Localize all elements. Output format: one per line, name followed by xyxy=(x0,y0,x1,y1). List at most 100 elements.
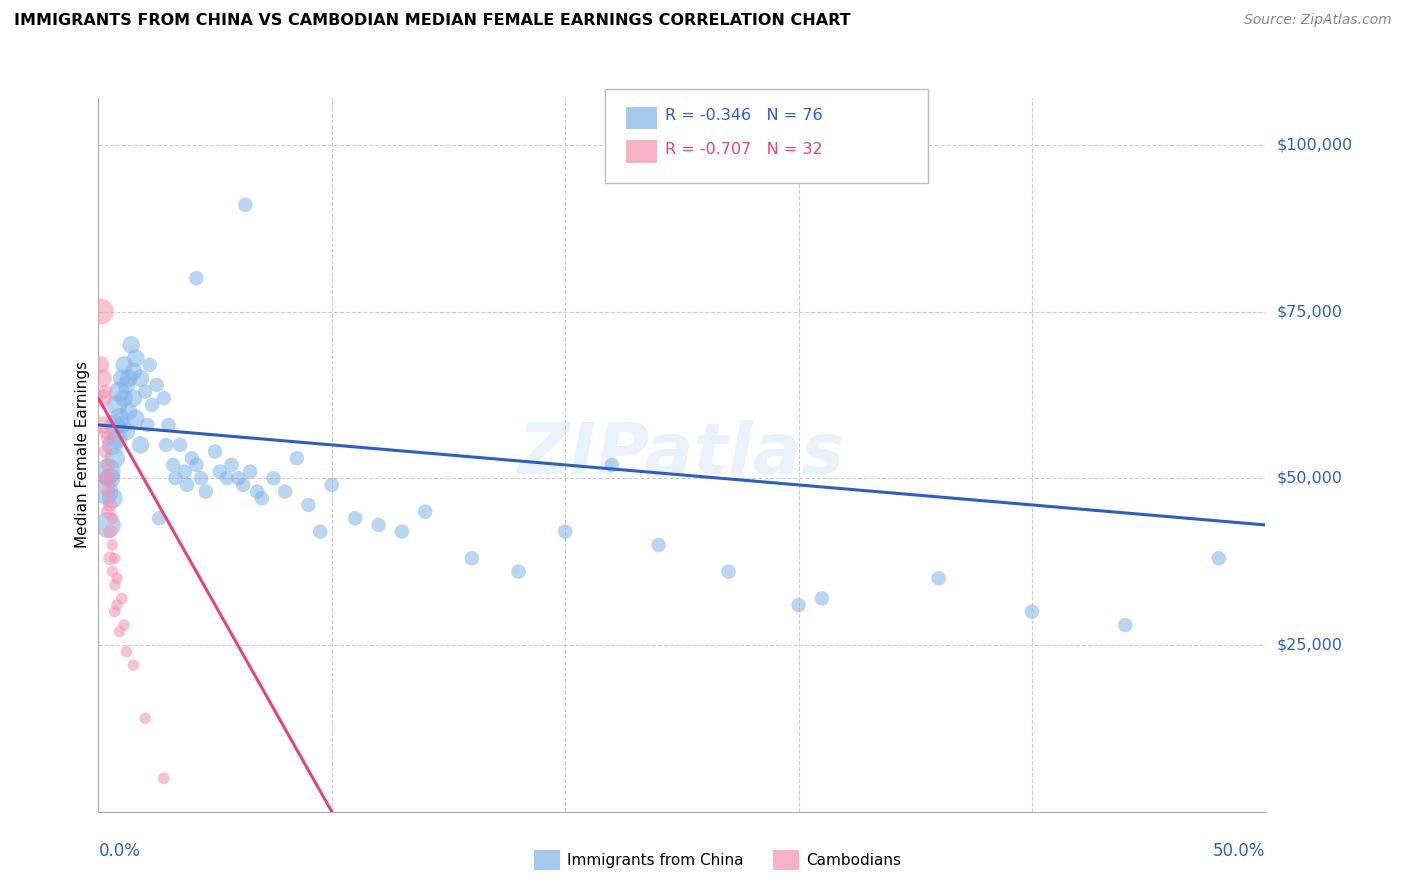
Point xyxy=(101,511,124,525)
Point xyxy=(105,398,128,412)
Point xyxy=(208,465,231,479)
Point xyxy=(122,658,145,673)
Point xyxy=(98,471,121,485)
Point xyxy=(91,371,114,385)
Point xyxy=(221,458,243,472)
Point xyxy=(136,417,159,432)
Point xyxy=(232,478,254,492)
Point xyxy=(246,484,269,499)
Point xyxy=(125,411,148,425)
Point xyxy=(101,438,124,452)
Point xyxy=(97,518,120,533)
Text: IMMIGRANTS FROM CHINA VS CAMBODIAN MEDIAN FEMALE EARNINGS CORRELATION CHART: IMMIGRANTS FROM CHINA VS CAMBODIAN MEDIA… xyxy=(14,13,851,29)
Point xyxy=(134,384,156,399)
Point xyxy=(173,465,195,479)
Point xyxy=(134,711,156,725)
Text: $50,000: $50,000 xyxy=(1277,471,1343,486)
Point xyxy=(146,377,169,392)
Point xyxy=(194,484,217,499)
Point xyxy=(105,431,128,445)
Point xyxy=(98,471,121,485)
Point xyxy=(98,551,121,566)
Text: $100,000: $100,000 xyxy=(1277,137,1353,153)
Point xyxy=(91,391,114,405)
Text: Immigrants from China: Immigrants from China xyxy=(567,854,744,868)
Text: Cambodians: Cambodians xyxy=(806,854,901,868)
Point xyxy=(811,591,834,606)
Point xyxy=(122,391,145,405)
Point xyxy=(101,538,124,552)
Point xyxy=(94,384,117,399)
Point xyxy=(97,458,120,472)
Point xyxy=(297,498,319,512)
Point xyxy=(250,491,273,506)
Point xyxy=(204,444,226,458)
Point xyxy=(118,371,141,385)
Text: 50.0%: 50.0% xyxy=(1213,842,1265,860)
Text: R = -0.346   N = 76: R = -0.346 N = 76 xyxy=(665,109,823,123)
Point xyxy=(98,524,121,539)
Point xyxy=(554,524,576,539)
Text: Source: ZipAtlas.com: Source: ZipAtlas.com xyxy=(1244,13,1392,28)
Point xyxy=(111,417,134,432)
Point xyxy=(928,571,950,585)
Point xyxy=(118,404,141,418)
Point xyxy=(190,471,212,485)
Point xyxy=(165,471,187,485)
Point xyxy=(157,417,180,432)
Point xyxy=(90,304,112,318)
Text: $75,000: $75,000 xyxy=(1277,304,1343,319)
Point xyxy=(186,458,208,472)
Point xyxy=(787,598,810,612)
Point xyxy=(461,551,484,566)
Point xyxy=(180,451,202,466)
Point xyxy=(94,444,117,458)
Text: R = -0.707   N = 32: R = -0.707 N = 32 xyxy=(665,143,823,157)
Point xyxy=(413,505,436,519)
Point xyxy=(104,551,127,566)
Point xyxy=(122,365,145,379)
Point xyxy=(101,565,124,579)
Point xyxy=(344,511,367,525)
Point xyxy=(115,425,138,439)
Point xyxy=(104,417,127,432)
Point xyxy=(141,398,163,412)
Point xyxy=(94,471,117,485)
Point xyxy=(108,384,131,399)
Point xyxy=(717,565,740,579)
Point xyxy=(97,484,120,499)
Point xyxy=(152,772,174,786)
Point xyxy=(508,565,530,579)
Point xyxy=(112,358,135,372)
Point xyxy=(391,524,413,539)
Point xyxy=(239,465,262,479)
Point xyxy=(235,198,257,212)
Text: ZIPatlas: ZIPatlas xyxy=(519,420,845,490)
Point xyxy=(108,624,131,639)
Point xyxy=(125,351,148,366)
Point xyxy=(94,425,117,439)
Point xyxy=(1208,551,1230,566)
Point xyxy=(104,578,127,592)
Point xyxy=(1114,618,1136,632)
Point xyxy=(97,431,120,445)
Point xyxy=(139,358,162,372)
Point xyxy=(94,484,117,499)
Point xyxy=(367,518,389,533)
Point xyxy=(98,498,121,512)
Point xyxy=(228,471,250,485)
Point xyxy=(111,371,134,385)
Point xyxy=(647,538,669,552)
Point xyxy=(111,591,134,606)
Point xyxy=(262,471,284,485)
Point xyxy=(1021,605,1043,619)
Point xyxy=(115,645,138,659)
Point xyxy=(155,438,177,452)
Point xyxy=(129,371,152,385)
Y-axis label: Median Female Earnings: Median Female Earnings xyxy=(75,361,90,549)
Point xyxy=(112,618,135,632)
Point xyxy=(176,478,198,492)
Point xyxy=(186,271,208,285)
Point xyxy=(162,458,184,472)
Point xyxy=(105,571,128,585)
